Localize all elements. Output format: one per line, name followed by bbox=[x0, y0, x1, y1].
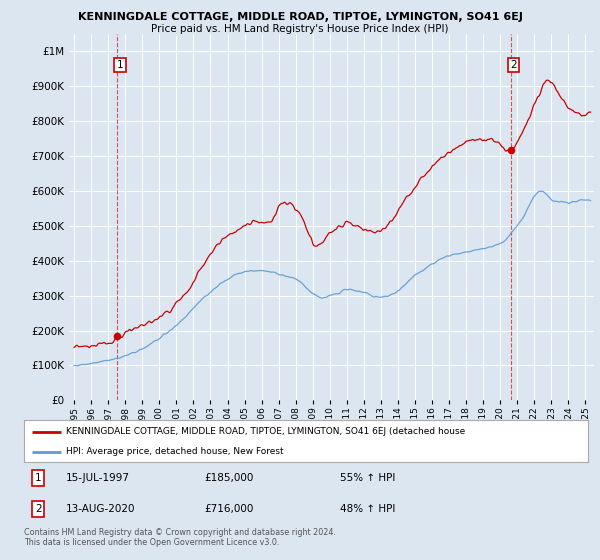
Point bbox=[506, 146, 515, 155]
Point bbox=[113, 332, 122, 340]
Text: £716,000: £716,000 bbox=[205, 504, 254, 514]
Text: 55% ↑ HPI: 55% ↑ HPI bbox=[340, 473, 395, 483]
Text: HPI: Average price, detached house, New Forest: HPI: Average price, detached house, New … bbox=[66, 447, 284, 456]
Text: 13-AUG-2020: 13-AUG-2020 bbox=[66, 504, 136, 514]
Text: £185,000: £185,000 bbox=[205, 473, 254, 483]
Text: 2: 2 bbox=[510, 60, 517, 70]
Text: 48% ↑ HPI: 48% ↑ HPI bbox=[340, 504, 395, 514]
Text: Contains HM Land Registry data © Crown copyright and database right 2024.
This d: Contains HM Land Registry data © Crown c… bbox=[24, 528, 336, 547]
Text: 1: 1 bbox=[116, 60, 123, 70]
Text: Price paid vs. HM Land Registry's House Price Index (HPI): Price paid vs. HM Land Registry's House … bbox=[151, 24, 449, 34]
Text: 2: 2 bbox=[35, 504, 41, 514]
Text: 15-JUL-1997: 15-JUL-1997 bbox=[66, 473, 130, 483]
Text: KENNINGDALE COTTAGE, MIDDLE ROAD, TIPTOE, LYMINGTON, SO41 6EJ: KENNINGDALE COTTAGE, MIDDLE ROAD, TIPTOE… bbox=[77, 12, 523, 22]
Text: KENNINGDALE COTTAGE, MIDDLE ROAD, TIPTOE, LYMINGTON, SO41 6EJ (detached house: KENNINGDALE COTTAGE, MIDDLE ROAD, TIPTOE… bbox=[66, 427, 466, 436]
Text: 1: 1 bbox=[35, 473, 41, 483]
